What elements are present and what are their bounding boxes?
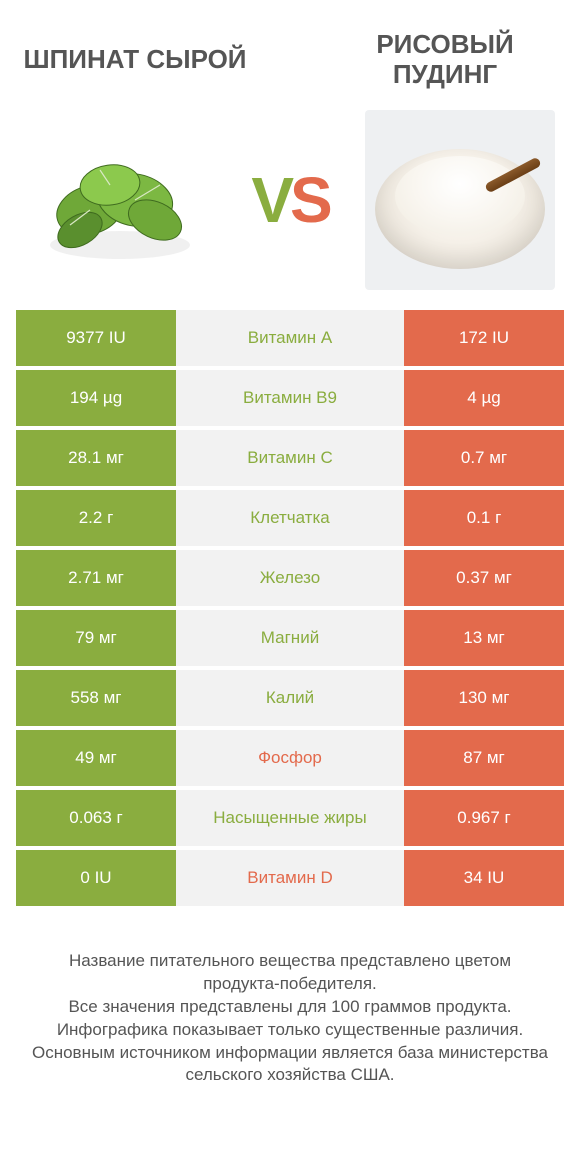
table-row: 558 мгКалий130 мг xyxy=(16,670,564,726)
table-row: 79 мгМагний13 мг xyxy=(16,610,564,666)
table-row: 9377 IUВитамин A172 IU xyxy=(16,310,564,366)
right-value: 0.37 мг xyxy=(404,550,564,606)
nutrient-label: Витамин C xyxy=(176,430,404,486)
nutrient-label: Калий xyxy=(176,670,404,726)
right-value: 34 IU xyxy=(404,850,564,906)
right-value: 172 IU xyxy=(404,310,564,366)
left-value: 49 мг xyxy=(16,730,176,786)
header: ШПИНАТ СЫРОЙ РИСОВЫЙ ПУДИНГ xyxy=(0,0,580,100)
left-value: 2.71 мг xyxy=(16,550,176,606)
spinach-icon xyxy=(30,130,210,270)
pudding-icon xyxy=(365,110,555,290)
left-value: 0 IU xyxy=(16,850,176,906)
comparison-table: 9377 IUВитамин A172 IU194 µgВитамин B94 … xyxy=(0,310,580,906)
left-value: 9377 IU xyxy=(16,310,176,366)
vs-label: VS xyxy=(251,163,328,237)
images-row: VS xyxy=(0,100,580,310)
right-value: 4 µg xyxy=(404,370,564,426)
nutrient-label: Железо xyxy=(176,550,404,606)
right-value: 0.1 г xyxy=(404,490,564,546)
footer-line: Все значения представлены для 100 граммо… xyxy=(30,996,550,1019)
nutrient-label: Витамин A xyxy=(176,310,404,366)
left-value: 2.2 г xyxy=(16,490,176,546)
right-value: 13 мг xyxy=(404,610,564,666)
vs-v: V xyxy=(251,164,290,236)
right-title: РИСОВЫЙ ПУДИНГ xyxy=(330,30,560,90)
footer-line: Инфографика показывает только существенн… xyxy=(30,1019,550,1042)
nutrient-label: Фосфор xyxy=(176,730,404,786)
table-row: 28.1 мгВитамин C0.7 мг xyxy=(16,430,564,486)
table-row: 2.2 гКлетчатка0.1 г xyxy=(16,490,564,546)
table-row: 0 IUВитамин D34 IU xyxy=(16,850,564,906)
nutrient-label: Магний xyxy=(176,610,404,666)
table-row: 2.71 мгЖелезо0.37 мг xyxy=(16,550,564,606)
right-value: 0.967 г xyxy=(404,790,564,846)
left-title: ШПИНАТ СЫРОЙ xyxy=(20,45,250,75)
footer-note: Название питательного вещества представл… xyxy=(0,910,580,1108)
nutrient-label: Клетчатка xyxy=(176,490,404,546)
pudding-image xyxy=(360,110,560,290)
footer-line: Основным источником информации является … xyxy=(30,1042,550,1088)
right-value: 130 мг xyxy=(404,670,564,726)
right-value: 87 мг xyxy=(404,730,564,786)
left-value: 194 µg xyxy=(16,370,176,426)
table-row: 49 мгФосфор87 мг xyxy=(16,730,564,786)
nutrient-label: Витамин B9 xyxy=(176,370,404,426)
left-value: 558 мг xyxy=(16,670,176,726)
footer-line: Название питательного вещества представл… xyxy=(30,950,550,996)
left-value: 0.063 г xyxy=(16,790,176,846)
nutrient-label: Витамин D xyxy=(176,850,404,906)
table-row: 0.063 гНасыщенные жиры0.967 г xyxy=(16,790,564,846)
vs-s: S xyxy=(290,164,329,236)
left-value: 28.1 мг xyxy=(16,430,176,486)
left-value: 79 мг xyxy=(16,610,176,666)
right-value: 0.7 мг xyxy=(404,430,564,486)
nutrient-label: Насыщенные жиры xyxy=(176,790,404,846)
spinach-image xyxy=(20,110,220,290)
table-row: 194 µgВитамин B94 µg xyxy=(16,370,564,426)
